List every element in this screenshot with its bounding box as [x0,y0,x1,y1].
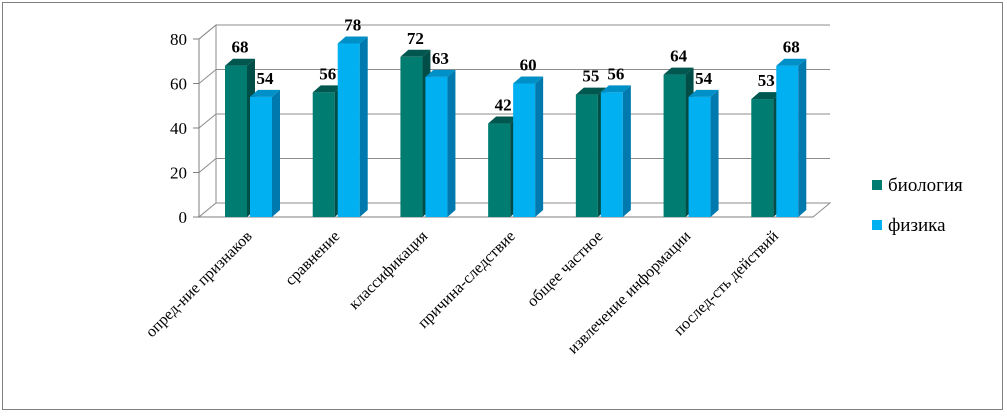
bar-физика-0 [250,96,272,217]
x-tick-label: общее частное [524,228,607,311]
bar-side [447,69,456,217]
y-tick-label: 60 [170,75,187,94]
x-tick-labels: опред-ние признаков сравнение классификаци… [143,227,783,357]
bar-top [488,116,519,124]
y-tick-label: 80 [170,30,187,49]
y-tick-label: 0 [179,208,188,227]
bar-физика-2 [425,76,448,217]
legend: биология физика [872,175,963,236]
bar-top [575,87,606,95]
bar-top [513,76,544,84]
bar-биология-1 [312,92,335,217]
bar-биология-4 [575,94,598,217]
data-label: 68 [783,38,800,57]
gridline [198,69,830,84]
bar-физика-6 [776,65,799,217]
bar-side [359,36,368,218]
bar-top [250,89,280,97]
y-tick-label: 40 [170,119,187,138]
x-tick-label: сравнение [282,228,343,289]
gridline [198,24,830,40]
legend-swatch-физика [872,220,882,230]
bar-физика-5 [688,96,711,217]
data-label: 42 [495,96,512,115]
data-label: 68 [232,38,249,57]
data-label: 72 [407,29,424,48]
bar-side [272,89,280,217]
bar-биология-6 [751,99,774,217]
bar-биология-2 [400,56,423,217]
data-label: 78 [344,15,361,34]
chart-frame: 68 54 56 78 72 63 42 60 55 56 64 54 53 68 0 20 40 60 80 о… [2,2,1003,410]
bar-физика-4 [600,92,623,217]
legend-label: биология [888,175,963,196]
bar-top [776,58,807,66]
data-label: 56 [607,64,624,83]
data-label: 53 [758,71,775,90]
data-label: 55 [582,67,599,86]
bar-top [337,36,368,44]
data-labels: 68 54 56 78 72 63 42 60 55 56 64 54 53 68 [232,15,800,114]
data-label: 54 [257,69,275,88]
data-label: 54 [695,69,713,88]
data-label: 63 [432,49,449,68]
legend-label: физика [888,215,946,236]
data-label: 56 [319,64,336,83]
x-tick-label: классификация [346,227,432,313]
bar-side [798,58,807,218]
legend-swatch-биология [872,180,882,190]
bar-top [751,92,782,100]
data-label: 60 [520,56,537,75]
bar-биология-5 [663,74,686,217]
bar-top [225,58,255,66]
bar-биология-0 [225,65,247,217]
bar-top [400,49,431,57]
x-tick-label: причина-следствие [415,228,519,332]
bar-side [710,89,719,217]
bar-top [600,85,631,93]
y-tick-label: 20 [170,164,187,183]
bar-chart: 68 54 56 78 72 63 42 60 55 56 64 54 53 68 0 20 40 60 80 о… [143,15,963,357]
bar-top [663,67,694,75]
bar-биология-3 [488,123,511,217]
bar-физика-1 [337,43,360,218]
bars [225,36,807,218]
bar-физика-3 [513,83,536,217]
bar-top [688,89,719,97]
data-label: 64 [670,47,688,66]
bar-top [312,85,343,93]
y-tick-labels: 0 20 40 60 80 [170,30,187,227]
bar-side [535,76,544,217]
x-tick-label: опред-ние признаков [143,227,256,340]
bar-top [425,69,456,77]
bar-side [622,85,631,218]
